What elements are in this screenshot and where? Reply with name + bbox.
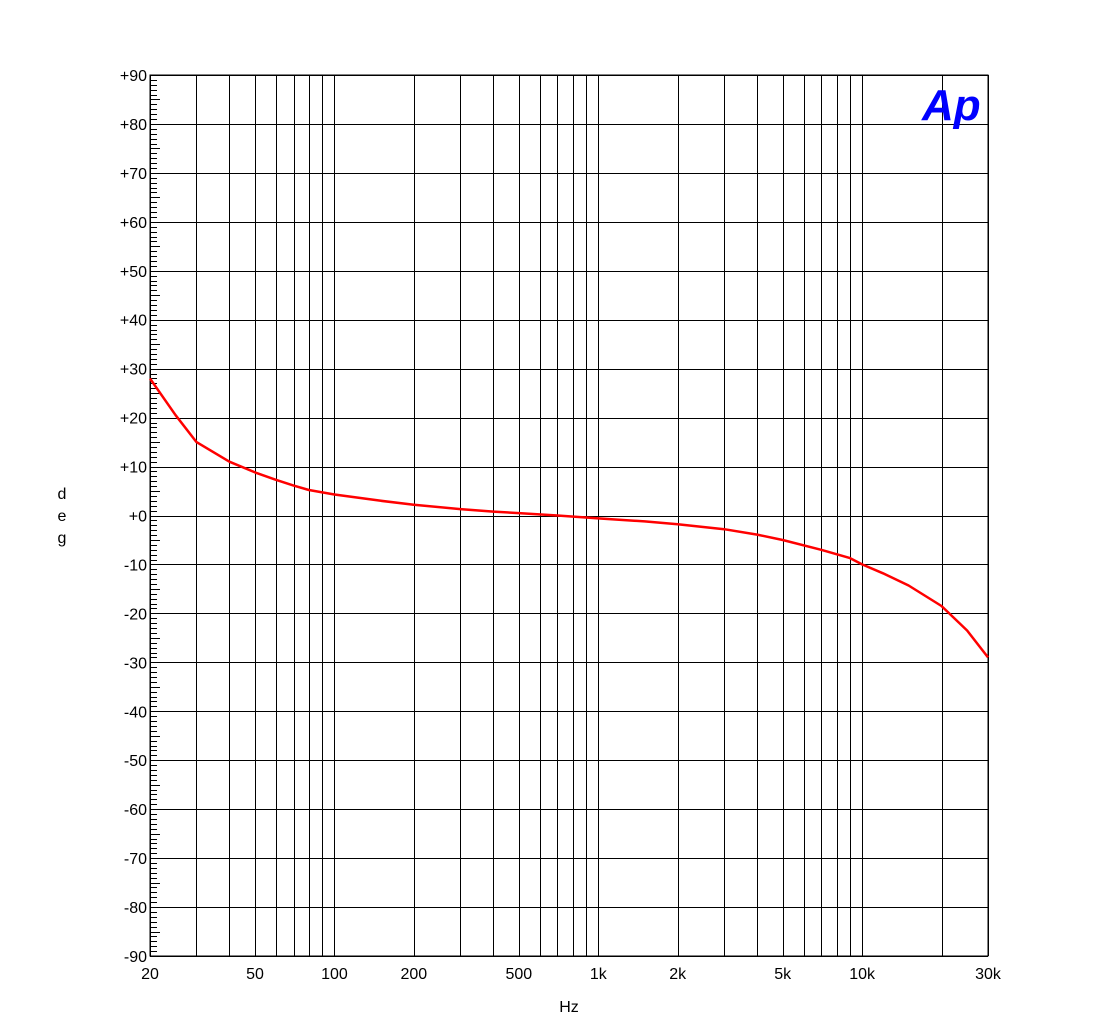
x-tick-label: 1k: [590, 966, 608, 983]
y-tick-label: -70: [124, 851, 147, 868]
y-tick-label: +50: [120, 264, 147, 281]
x-tick-label: 30k: [975, 966, 1002, 983]
series-layer: [148, 377, 989, 659]
y-tick-label: +0: [129, 509, 147, 526]
x-tick-label: 100: [321, 966, 348, 983]
ap-logo: Ap: [921, 81, 981, 130]
x-tick-label: 2k: [669, 966, 687, 983]
y-tick-label: +40: [120, 313, 147, 330]
x-tick-label: 10k: [849, 966, 876, 983]
y-tick-label: +90: [120, 68, 147, 85]
y-tick-label: -50: [124, 753, 147, 770]
x-tick-label: 50: [246, 966, 264, 983]
y-tick-label: -40: [124, 704, 147, 721]
y-tick-label: -10: [124, 557, 147, 574]
x-tick-label: 5k: [774, 966, 792, 983]
y-tick-label: +30: [120, 362, 147, 379]
y-tick-label: -30: [124, 655, 147, 672]
y-tick-label: -90: [124, 949, 147, 966]
y-tick-label: +70: [120, 166, 147, 183]
y-tick-label: +10: [120, 460, 147, 477]
x-tick-label: 500: [505, 966, 532, 983]
y-tick-label: -20: [124, 606, 147, 623]
y-tick-label: -60: [124, 802, 147, 819]
series-line-phase: [148, 377, 989, 659]
y-tick-label: +60: [120, 215, 147, 232]
y-tick-label: +80: [120, 117, 147, 134]
x-tick-labels: 20 50 100 200 500 1k 2k 5k 10k 30k: [141, 966, 1002, 983]
x-tick-label: 20: [141, 966, 159, 983]
minor-ticks: [150, 75, 160, 957]
y-tick-label: +20: [120, 411, 147, 428]
grid: [150, 75, 989, 957]
y-tick-labels: +90 +80 +70 +60 +50 +40 +30 +20 +10 +0 -10 -20 -30 -4…: [120, 68, 147, 966]
plot-frame: [149, 74, 989, 957]
x-axis-label: Hz: [559, 999, 579, 1016]
x-tick-label: 200: [400, 966, 427, 983]
y-tick-label: -80: [124, 900, 147, 917]
